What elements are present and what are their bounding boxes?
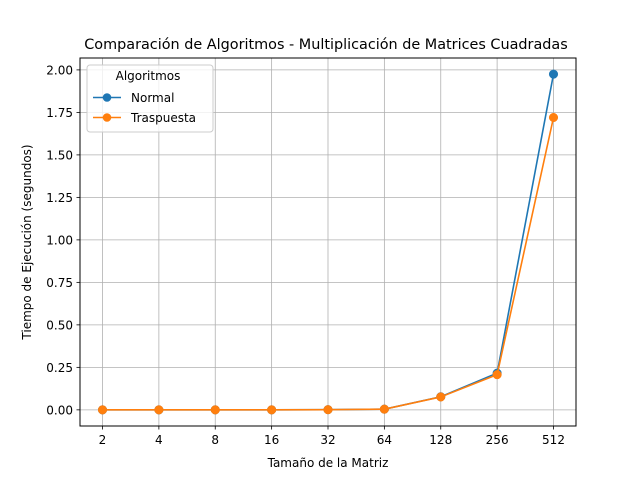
y-tick-label: 0.50 — [46, 318, 73, 332]
chart-title: Comparación de Algoritmos - Multiplicaci… — [84, 37, 567, 53]
y-tick-label: 2.00 — [46, 63, 73, 77]
y-tick-label: 0.25 — [46, 361, 73, 375]
y-tick-label: 0.00 — [46, 403, 73, 417]
data-point-traspuesta — [323, 405, 333, 415]
data-point-traspuesta — [210, 405, 220, 415]
axis-ticks: 2 4 8 16 32 64 128 256 512 0.00 0.25 0.50 0.75 1.00 1.… — [46, 63, 565, 447]
legend: Algoritmos Normal Traspuesta — [86, 64, 214, 133]
data-point-traspuesta — [492, 370, 502, 380]
legend-label: Normal — [131, 91, 174, 105]
x-tick-label: 64 — [377, 433, 392, 447]
y-tick-label: 1.75 — [46, 106, 73, 120]
data-point-normal — [548, 69, 559, 79]
x-tick-label: 2 — [99, 433, 107, 447]
legend-swatch-marker — [102, 113, 112, 122]
x-tick-label: 512 — [542, 433, 565, 447]
legend-title: Algoritmos — [116, 69, 181, 83]
x-axis-label: Tamaño de la Matriz — [267, 456, 389, 470]
data-point-traspuesta — [97, 405, 108, 415]
legend-label: Traspuesta — [130, 111, 196, 125]
data-point-traspuesta — [379, 404, 389, 414]
y-tick-label: 1.25 — [46, 191, 73, 205]
data-point-traspuesta — [267, 405, 277, 415]
x-tick-label: 4 — [155, 433, 163, 447]
x-tick-label: 128 — [429, 433, 452, 447]
legend-box — [86, 64, 214, 133]
data-point-traspuesta — [436, 392, 446, 402]
x-tick-label: 32 — [320, 433, 335, 447]
x-tick-label: 16 — [264, 433, 279, 447]
x-tick-label: 8 — [211, 433, 219, 447]
legend-swatch-marker — [102, 93, 112, 102]
y-tick-label: 0.75 — [46, 276, 73, 290]
y-tick-label: 1.50 — [46, 148, 73, 162]
data-point-traspuesta — [548, 112, 559, 123]
data-point-traspuesta — [154, 405, 164, 415]
series-layer — [97, 69, 559, 415]
x-tick-label: 256 — [486, 433, 509, 447]
y-axis-label: Tiempo de Ejecución (segundos) — [20, 144, 34, 340]
y-tick-label: 1.00 — [46, 233, 73, 247]
